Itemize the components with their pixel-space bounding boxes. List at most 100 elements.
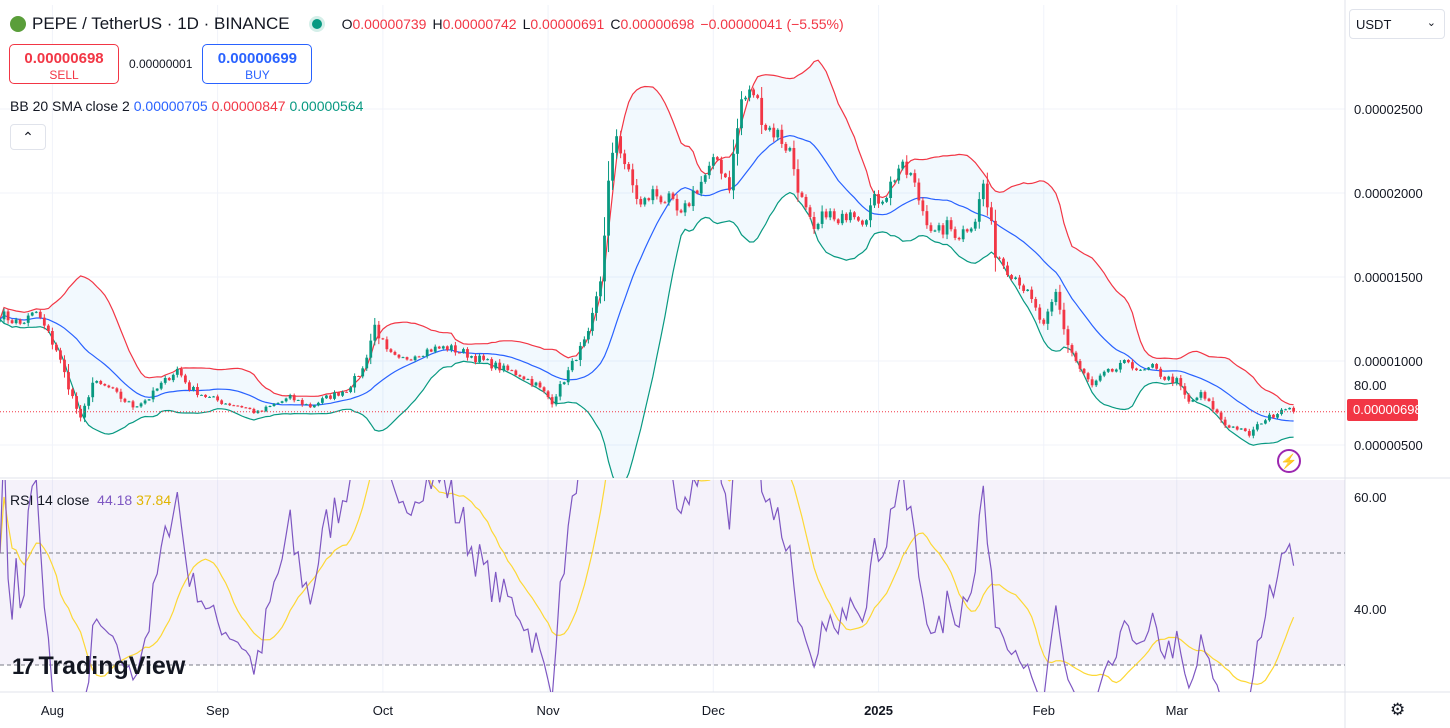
last-price-label: 0.00000698 (1347, 399, 1422, 421)
candle-body (764, 124, 768, 130)
bollinger-lower-line (0, 191, 1294, 478)
candle-body (856, 217, 860, 221)
candle-body (824, 211, 828, 218)
candle-body (1239, 428, 1243, 430)
candle-body (945, 220, 949, 235)
candle-body (977, 199, 981, 222)
candle-body (905, 161, 909, 175)
candle-body (1143, 369, 1146, 371)
candle-body (1155, 364, 1159, 369)
candle-body (381, 338, 385, 340)
time-tick-label: Dec (702, 703, 726, 718)
candle-body (389, 349, 393, 352)
time-tick-label: Feb (1033, 703, 1055, 718)
candle-body (67, 372, 70, 390)
candle-body (204, 394, 207, 398)
candle-body (127, 401, 131, 403)
candle-body (719, 159, 723, 174)
ohlc-close: C0.00000698 (610, 16, 695, 32)
candle-body (240, 405, 244, 408)
candle-body (143, 400, 147, 404)
candle-body (119, 391, 123, 399)
candle-body (55, 344, 58, 351)
candle-body (1276, 414, 1279, 418)
candle-body (502, 365, 506, 371)
bollinger-upper-line (0, 59, 1294, 406)
candlestick-series[interactable] (0, 85, 1296, 439)
candle-body (1010, 275, 1013, 279)
gear-icon[interactable]: ⚙ (1390, 700, 1406, 719)
trade-panel: 0.00000698 SELL 0.00000001 0.00000699 BU… (9, 44, 313, 84)
candle-body (1179, 378, 1183, 387)
candle-body (522, 376, 526, 380)
candle-body (75, 396, 78, 409)
lightning-icon[interactable]: ⚡ (1277, 449, 1301, 473)
candle-body (91, 382, 95, 398)
candle-body (466, 349, 469, 358)
candle-body (87, 397, 91, 406)
tradingview-logo: 17 TradingView (12, 652, 185, 681)
time-tick-label: Aug (41, 703, 64, 718)
candle-body (969, 228, 973, 232)
time-tick-label: Mar (1166, 703, 1189, 718)
candle-body (401, 357, 405, 359)
candle-body (1058, 291, 1062, 310)
price-tick-label: 0.00002000 (1354, 186, 1423, 201)
candle-body (562, 382, 566, 385)
bollinger-legend-label: BB 20 SMA close 2 (10, 98, 130, 114)
symbol-title[interactable]: PEPE / TetherUS · 1D · BINANCE (32, 14, 290, 33)
market-open-status-icon (311, 19, 322, 29)
candle-body (188, 382, 191, 391)
currency-selector[interactable]: USDT ⌄ (1349, 9, 1445, 39)
candle-body (490, 359, 494, 369)
ohlc-low: L0.00000691 (522, 16, 605, 32)
rsi-tick-label: 80.00 (1354, 378, 1387, 393)
candle-body (736, 128, 739, 154)
candle-body (675, 198, 679, 211)
candle-body (699, 181, 703, 194)
candle-body (151, 390, 155, 400)
candle-body (1284, 409, 1287, 411)
candle-body (744, 97, 747, 100)
candle-body (1207, 398, 1211, 402)
candle-body (893, 180, 897, 182)
candle-body (312, 405, 316, 408)
candle-body (1018, 277, 1021, 286)
sell-price: 0.00000698 (24, 50, 104, 67)
candle-body (578, 345, 582, 360)
sell-label: SELL (49, 68, 79, 82)
candle-body (159, 382, 163, 389)
candle-body (111, 387, 115, 389)
candle-body (848, 212, 852, 221)
candle-body (836, 219, 840, 224)
candle-body (333, 392, 336, 399)
buy-button[interactable]: 0.00000699 BUY (202, 44, 313, 84)
bollinger-fill-area (0, 60, 1294, 478)
candle-body (671, 193, 675, 199)
candle-body (175, 368, 179, 375)
candle-body (526, 378, 530, 380)
candle-body (921, 200, 925, 212)
candle-body (1118, 362, 1122, 370)
candle-body (300, 399, 304, 405)
rsi-pane (0, 480, 1345, 692)
candle-body (1191, 399, 1195, 402)
candle-body (179, 368, 183, 376)
candle-body (877, 194, 880, 204)
candle-body (474, 356, 477, 363)
candle-body (558, 384, 562, 397)
bollinger-legend[interactable]: BB 20 SMA close 2 0.00000705 0.00000847 … (10, 98, 363, 114)
candle-body (167, 378, 171, 381)
rsi-legend[interactable]: RSI 14 close 44.18 37.84 (10, 492, 171, 508)
candle-body (1187, 394, 1191, 402)
candle-body (272, 403, 276, 406)
candle-body (998, 257, 1001, 259)
candle-body (284, 398, 288, 402)
candle-body (1002, 258, 1005, 266)
candle-body (316, 402, 320, 406)
candle-body (643, 198, 647, 205)
candle-body (115, 388, 119, 392)
sell-button[interactable]: 0.00000698 SELL (9, 44, 119, 84)
collapse-legend-button[interactable]: ⌃ (10, 124, 46, 150)
